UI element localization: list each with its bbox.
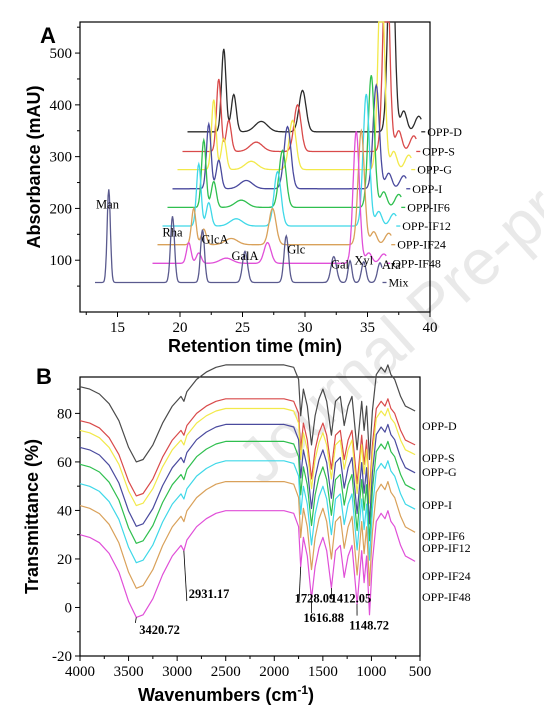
- y-tick-label: 400: [50, 98, 73, 114]
- series-line-opp-s: [79, 398, 416, 497]
- chart-b-labels: 3420.72 2931.17 1728.09 1616.88 1412.05 1148.…: [134, 550, 389, 637]
- x-tick-label: 3500: [114, 664, 144, 680]
- x-tick-label: 35: [360, 320, 375, 336]
- series-label: Mix: [389, 275, 409, 289]
- chart-a: A 15 20 25 30 35 40 100 200 300 400 500 Retention t…: [24, 21, 462, 356]
- series-line-opp-if6: [167, 75, 402, 209]
- chart-b-axes: 4000 3500 3000 2500 2000 1500 1000 500 -20 0 20 40 6…: [22, 376, 432, 705]
- annotation-leader: [298, 566, 302, 602]
- series-line-opp-if24: [79, 481, 416, 589]
- series-label: OPP-IF48: [422, 590, 471, 604]
- series-label: OPP-I: [422, 498, 452, 512]
- series-line-opp-d: [187, 21, 422, 133]
- x-axis-title: Retention time (min): [168, 336, 342, 356]
- x-tick-label: 500: [409, 664, 432, 680]
- series-label: OPP-D: [427, 125, 462, 139]
- series-label: OPP-IF6: [422, 529, 465, 543]
- series-line-opp-if12: [79, 460, 416, 564]
- peak-label: Ara: [382, 258, 401, 272]
- series-label: OPP-IF6: [407, 200, 450, 214]
- chart-b: B 4000 3500 3000 2500 2000 1500 1000 500-200204…: [22, 364, 471, 705]
- x-tick-label: 4000: [65, 664, 95, 680]
- x-axis-title: Wavenumbers (cm-1): [138, 683, 314, 705]
- y-tick-label: 200: [50, 201, 73, 217]
- series-line-opp-i: [172, 83, 407, 190]
- peak-annotation: 1412.05: [331, 592, 372, 606]
- panel-label-b: B: [36, 364, 52, 389]
- peak-label: GlcA: [201, 233, 228, 247]
- y-tick-label: 20: [57, 552, 72, 568]
- annotation-leader: [134, 617, 137, 623]
- series-label: OPP-IF24: [422, 569, 471, 583]
- x-tick-label: 25: [235, 320, 250, 336]
- peak-label: Xyl: [354, 253, 373, 267]
- chart-a-axes: 15 20 25 30 35 40 100 200 300 400 500 Retention tim…: [24, 21, 438, 356]
- series-line-opp-g: [177, 21, 412, 171]
- y-tick-label: 100: [50, 253, 73, 269]
- y-tick-label: 80: [57, 406, 72, 422]
- series-label: OPP-IF12: [422, 541, 471, 555]
- series-label: OPP-G: [422, 465, 457, 479]
- series-line-mix: [95, 189, 383, 284]
- peak-annotation: 1148.72: [349, 618, 389, 632]
- series-line-opp-if12: [162, 93, 397, 227]
- series-line-opp-i: [79, 423, 416, 527]
- peak-annotation: 1616.88: [303, 611, 344, 625]
- y-tick-label: -20: [52, 649, 72, 665]
- peak-label: Rha: [162, 225, 183, 239]
- series-label: OPP-D: [422, 419, 457, 433]
- chart-a-series: OPP-D OPP-S OPP-G OPP-I OPP-IF6 OPP-IF12 OPP-I…: [95, 21, 462, 289]
- panel-label-a: A: [40, 23, 56, 48]
- x-tick-label: 40: [423, 320, 438, 336]
- chart-a-frame: [79, 21, 431, 313]
- y-tick-label: 40: [57, 503, 72, 519]
- series-label: OPP-IF12: [402, 219, 451, 233]
- peak-annotation: 2931.17: [189, 587, 230, 601]
- peak-label: GalA: [231, 249, 258, 263]
- series-line-opp-if24: [157, 128, 392, 246]
- series-label: OPP-IF24: [397, 238, 446, 252]
- series-line-opp-d: [79, 364, 416, 463]
- x-tick-label: 20: [173, 320, 188, 336]
- x-tick-label: 30: [298, 320, 313, 336]
- y-tick-label: 60: [57, 455, 72, 471]
- series-label: OPP-S: [422, 451, 455, 465]
- x-tick-label: 1000: [356, 664, 386, 680]
- series-label: OPP-G: [417, 163, 452, 177]
- series-line-opp-g: [79, 407, 416, 507]
- x-tick-label: 15: [110, 320, 125, 336]
- series-label: OPP-IF48: [392, 256, 441, 270]
- peak-annotation: 3420.72: [139, 623, 180, 637]
- y-tick-label: 300: [50, 150, 73, 166]
- series-label: OPP-I: [412, 182, 442, 196]
- series-line-opp-s: [182, 21, 417, 153]
- peak-label: Man: [96, 197, 120, 211]
- peak-label: Glc: [287, 242, 306, 256]
- x-tick-label: 1500: [308, 664, 338, 680]
- peak-annotation: 1728.09: [295, 592, 336, 606]
- annotation-leader: [183, 550, 188, 602]
- y-tick-label: 0: [65, 600, 73, 616]
- y-axis-title: Absorbance (mAU): [24, 85, 44, 248]
- x-tick-label: 2500: [211, 664, 241, 680]
- series-line-opp-if48: [152, 131, 387, 264]
- y-tick-label: 500: [50, 46, 73, 62]
- watermark: Journal Pre-proof: [224, 113, 544, 498]
- series-line-opp-if48: [79, 510, 416, 619]
- x-tick-label: 3000: [162, 664, 192, 680]
- x-tick-label: 2000: [259, 664, 289, 680]
- series-line-opp-if6: [79, 440, 416, 544]
- series-label: OPP-S: [422, 144, 455, 158]
- peak-label: Gal: [331, 258, 350, 272]
- y-axis-title: Transmittance (%): [22, 439, 42, 594]
